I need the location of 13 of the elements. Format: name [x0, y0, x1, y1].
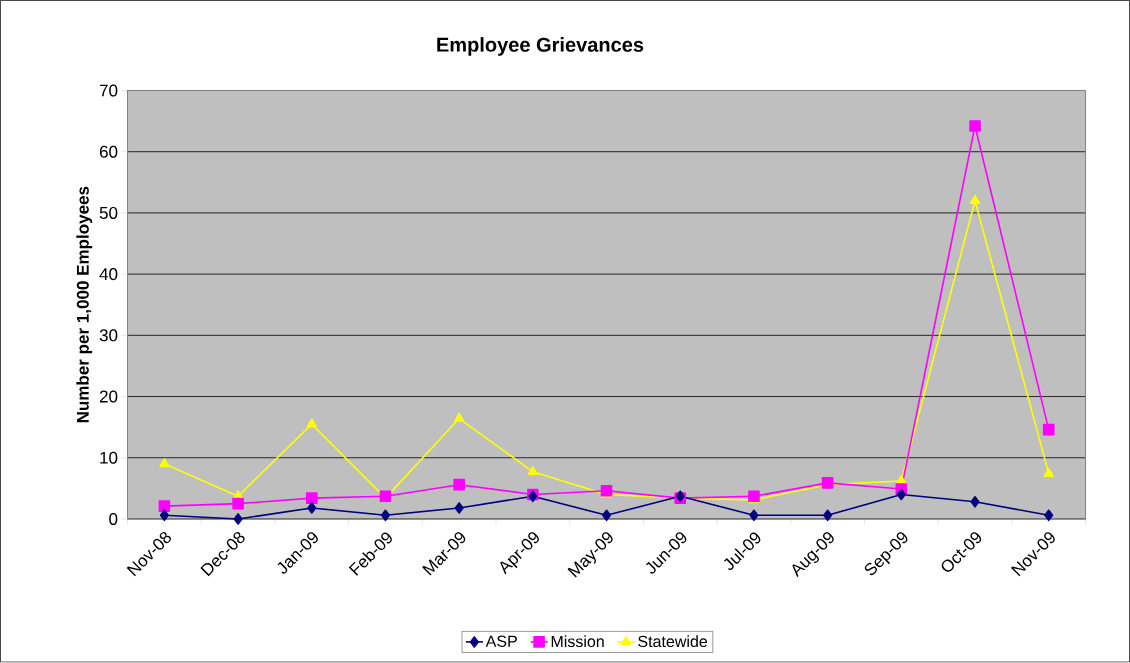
y-tick-label: 70 [99, 84, 118, 97]
legend-label: Mission [551, 635, 604, 648]
y-tick-label: 40 [99, 268, 118, 281]
y-tick-label: 50 [99, 207, 118, 220]
y-tick-label: 0 [109, 513, 118, 526]
legend-label: Statewide [638, 635, 708, 648]
y-tick-label: 30 [99, 329, 118, 342]
y-tick-label: 10 [100, 451, 118, 465]
y-tick-label: 60 [99, 145, 118, 158]
legend-label: ASP [485, 635, 517, 648]
y-tick-label: 20 [99, 390, 118, 403]
chart-title: Employee Grievances [437, 37, 644, 57]
y-axis-title: Number per 1,000 Employees [76, 187, 93, 423]
